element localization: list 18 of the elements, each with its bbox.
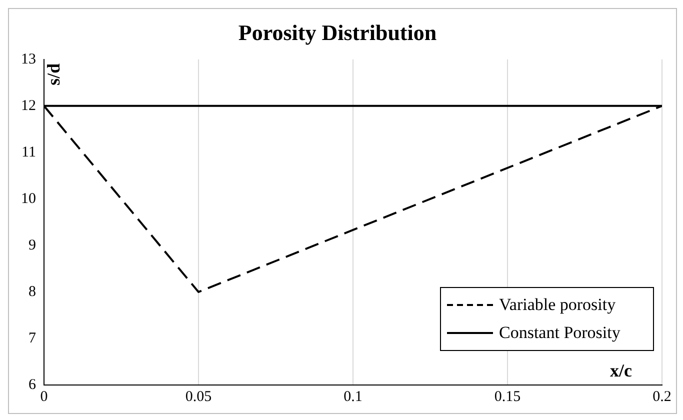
x-axis-title: x/c (610, 360, 632, 381)
y-tick-label: 6 (28, 376, 36, 393)
y-tick-label: 8 (28, 284, 36, 300)
x-tick-label: 0.2 (652, 388, 672, 405)
y-tick-label: 11 (22, 144, 36, 160)
y-tick-label: 10 (21, 190, 36, 207)
y-axis-title: s/d (44, 63, 64, 86)
y-tick-label: 13 (21, 51, 36, 68)
legend-label: Variable porosity (499, 294, 616, 316)
chart-title: Porosity Distribution (238, 20, 437, 45)
x-tick-label: 0.05 (185, 388, 212, 405)
y-tick-label: 9 (28, 237, 36, 254)
x-tick-label: 0 (40, 388, 48, 405)
x-tick-label: 0.1 (344, 388, 362, 405)
y-tick-label: 12 (21, 98, 36, 114)
legend-label: Constant Porosity (499, 322, 620, 344)
x-tick-label: 0.15 (494, 388, 521, 405)
y-tick-label: 7 (28, 330, 36, 346)
